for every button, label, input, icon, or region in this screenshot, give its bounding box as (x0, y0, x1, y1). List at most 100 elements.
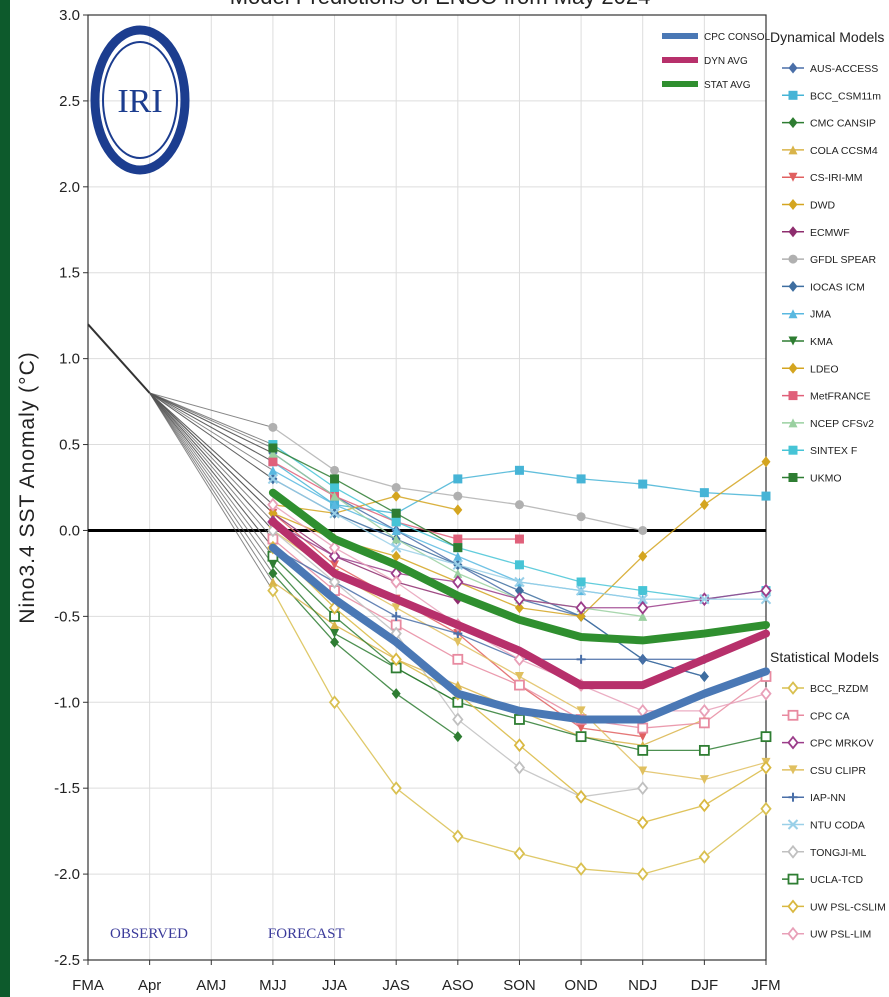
marker (391, 490, 401, 502)
marker (453, 551, 463, 561)
marker (788, 391, 798, 401)
plume-connector (149, 392, 274, 463)
legend-label: CSU CLIPR (810, 765, 866, 777)
marker (513, 738, 526, 753)
y-tick-label: 2.0 (59, 179, 80, 196)
marker (330, 629, 340, 639)
marker (760, 686, 772, 701)
enso-plume-chart: Model Predictions of ENSO from May 2024 3… (16, 0, 886, 994)
marker (328, 549, 341, 564)
marker (391, 508, 401, 518)
marker (760, 760, 772, 775)
marker (513, 760, 526, 775)
marker (698, 798, 711, 813)
y-tick-label: 3.0 (59, 7, 80, 24)
series-line (272, 478, 705, 678)
series-ntu-coda (267, 473, 772, 605)
marker (453, 504, 463, 516)
marker (513, 652, 526, 667)
marker (268, 577, 278, 587)
marker (575, 789, 587, 804)
plume-connector (149, 392, 274, 523)
legend-label: JMA (810, 309, 831, 321)
avg-legend-label: CPC CONSOL (704, 32, 771, 43)
marker (787, 709, 799, 721)
legend-label: CPC MRKOV (810, 738, 874, 750)
marker (576, 474, 586, 484)
dynamical-legend-title: Dynamical Models (770, 29, 884, 45)
marker (638, 611, 648, 621)
avg-legend: CPC CONSOL DYN AVG STAT AVG (662, 32, 771, 91)
plume-connector (149, 392, 274, 591)
marker (787, 735, 799, 750)
marker (328, 540, 341, 555)
marker (787, 844, 799, 859)
marker (788, 445, 798, 455)
plume-connector (149, 392, 274, 449)
series-line (272, 547, 705, 660)
marker (390, 781, 402, 796)
legend-label: IOCAS ICM (810, 281, 865, 293)
marker (391, 534, 401, 544)
marker (787, 899, 799, 914)
marker (575, 585, 587, 596)
marker (514, 679, 525, 691)
legend-label: AUS-ACCESS (810, 63, 878, 75)
plume-connector (149, 392, 274, 454)
marker (638, 766, 648, 776)
marker (788, 226, 798, 238)
marker (514, 576, 525, 588)
marker (638, 586, 648, 596)
marker (330, 491, 340, 501)
avg-line-stat-avg (268, 488, 770, 645)
marker (638, 732, 648, 742)
marker (788, 418, 798, 428)
marker (453, 637, 463, 647)
series-bcc-rzdm (267, 583, 772, 882)
y-tick-label: -1.5 (54, 780, 80, 797)
plume-connector (149, 392, 274, 531)
plume-connector (149, 392, 274, 506)
marker (575, 600, 587, 615)
legend-label: CPC CA (810, 710, 850, 722)
marker (761, 491, 771, 501)
x-tick-label: MJJ (259, 977, 287, 994)
y-tick-label: 2.5 (59, 93, 80, 110)
marker (637, 867, 649, 882)
marker (452, 653, 464, 665)
marker (699, 499, 709, 511)
marker (576, 577, 586, 587)
marker (453, 491, 463, 501)
marker (514, 500, 524, 510)
marker (268, 443, 278, 453)
x-tick-label: JJA (322, 977, 347, 994)
y-tick-label: 0.0 (59, 522, 80, 539)
marker (698, 703, 711, 718)
marker (698, 717, 710, 729)
series-line (272, 447, 459, 549)
marker (329, 508, 340, 519)
marker (637, 744, 649, 756)
marker (391, 688, 401, 700)
marker (514, 585, 524, 597)
legend-label: BCC_RZDM (810, 683, 868, 695)
series-ucla-tcd (267, 550, 772, 756)
marker (699, 488, 709, 498)
marker (637, 593, 648, 605)
legend-label: UCLA-TCD (810, 874, 864, 886)
plume-connector (149, 392, 274, 540)
marker (760, 731, 772, 743)
legend-label: DWD (810, 200, 835, 212)
avg-legend-label: STAT AVG (704, 80, 751, 91)
legend-label: BCC_CSM11m (810, 90, 881, 102)
marker (788, 145, 798, 155)
series-gfdl-spear (268, 422, 648, 535)
marker (330, 483, 340, 492)
marker (788, 62, 798, 74)
marker (268, 422, 278, 432)
marker (453, 731, 463, 743)
marker (788, 765, 798, 775)
marker (787, 873, 799, 885)
series-ukmo (268, 443, 463, 553)
marker (268, 567, 278, 579)
